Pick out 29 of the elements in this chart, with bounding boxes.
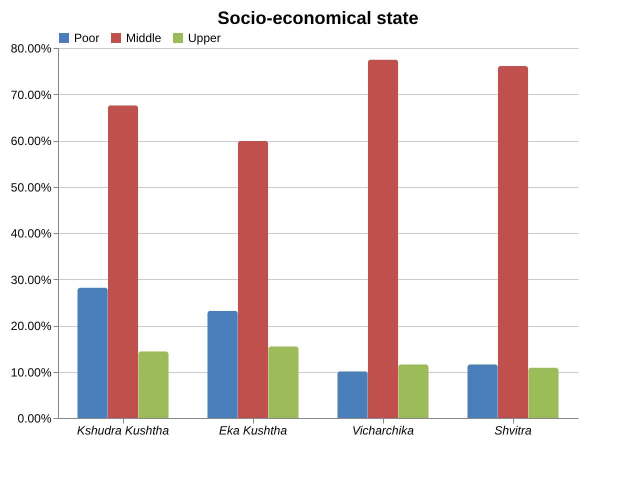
y-tick-label: 30.00% (10, 272, 52, 287)
chart-title: Socio-economical state (217, 8, 419, 28)
legend-label: Poor (74, 31, 100, 45)
y-tick-label: 50.00% (10, 180, 52, 194)
bar (398, 364, 428, 418)
bar (468, 364, 498, 418)
bar (208, 310, 238, 418)
bar (338, 371, 368, 418)
bar (498, 66, 528, 418)
bar (108, 105, 138, 418)
y-tick-label: 40.00% (10, 226, 52, 240)
x-tick-label: Kshudra Kushtha (76, 424, 170, 438)
bar (238, 140, 268, 418)
y-tick-label: 10.00% (10, 365, 52, 380)
y-tick-label: 0.00% (17, 412, 52, 426)
x-tick-label: Shvitra (494, 424, 532, 438)
bar (368, 60, 398, 418)
legend-label: Upper (188, 31, 221, 45)
y-tick-label: 60.00% (10, 134, 52, 148)
bar (138, 351, 168, 418)
bar (528, 368, 558, 418)
y-tick-label: 20.00% (10, 319, 52, 333)
x-tick-label: Vicharchika (352, 424, 414, 438)
y-tick-label: 70.00% (10, 88, 52, 102)
x-tick-label: Eka Kushtha (218, 424, 288, 438)
legend-label: Middle (126, 31, 162, 45)
bar (268, 346, 298, 418)
bar (78, 288, 108, 418)
y-tick-label: 80.00% (10, 42, 52, 56)
